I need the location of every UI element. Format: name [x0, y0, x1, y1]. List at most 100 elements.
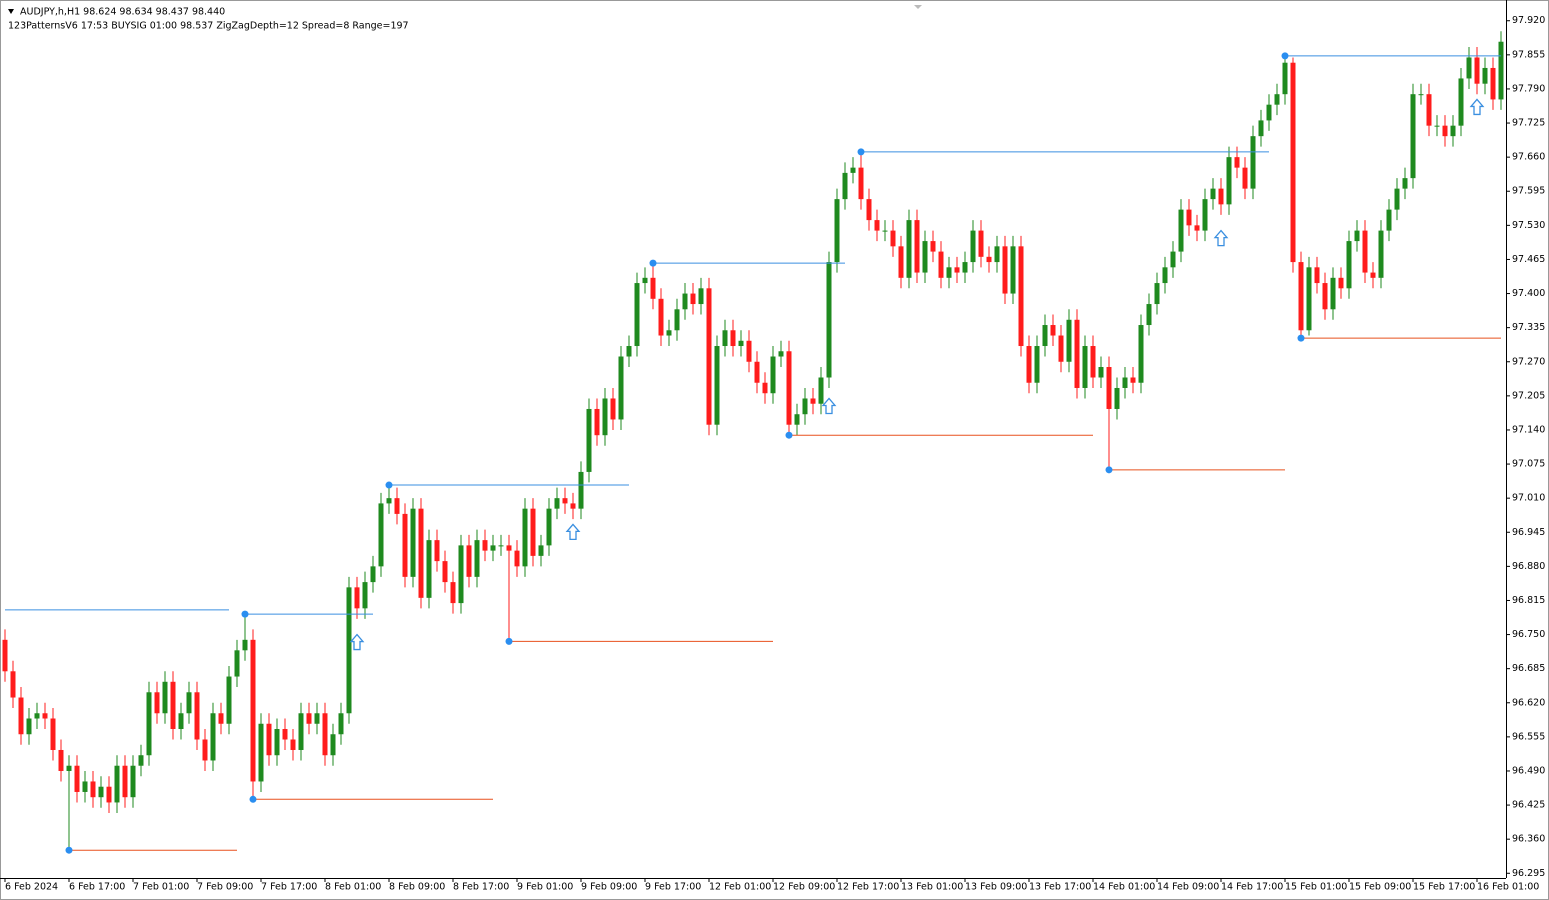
candle-body: [442, 561, 448, 583]
candle-body: [82, 781, 88, 792]
candle-body: [1154, 283, 1160, 305]
candle-body: [794, 414, 800, 425]
x-tick-label: 9 Feb 09:00: [581, 882, 637, 893]
y-tick-label: 97.660: [1512, 152, 1545, 163]
y-tick-label: 97.335: [1512, 322, 1545, 333]
candle-body: [466, 545, 472, 577]
candle-body: [602, 398, 608, 436]
y-tick-label: 97.400: [1512, 288, 1545, 299]
candle-body: [634, 283, 640, 347]
zigzag-point: [785, 431, 793, 439]
candle-body: [594, 408, 600, 436]
candle-body: [842, 172, 848, 200]
candle-body: [1090, 346, 1096, 378]
candle-body: [1242, 167, 1248, 189]
x-tick-label: 7 Feb 17:00: [261, 882, 317, 893]
y-tick-label: 97.010: [1512, 493, 1545, 504]
candle-body: [1266, 104, 1272, 121]
y-tick-label: 97.140: [1512, 424, 1545, 435]
candle-body: [306, 713, 312, 724]
candle-body: [562, 498, 568, 504]
candle-body: [1026, 346, 1032, 383]
candle-body: [1146, 304, 1152, 326]
candle-body: [1338, 277, 1344, 289]
x-tick-label: 8 Feb 09:00: [389, 882, 445, 893]
candle-body: [554, 498, 560, 509]
candle-body: [354, 587, 360, 609]
candle-body: [1490, 67, 1496, 100]
candle-body: [1410, 94, 1416, 179]
candle-body: [1058, 335, 1064, 362]
candle-body: [1498, 41, 1504, 100]
y-tick-label: 96.360: [1512, 834, 1545, 845]
candle-body: [178, 713, 184, 730]
candle-body: [274, 729, 280, 756]
y-tick-label: 96.425: [1512, 800, 1545, 811]
candle-body: [1274, 94, 1280, 105]
candle-body: [1106, 367, 1112, 409]
x-tick-label: 12 Feb 09:00: [773, 882, 835, 893]
candle-body: [1434, 125, 1440, 127]
y-tick-label: 96.685: [1512, 663, 1545, 674]
candle-body: [218, 713, 224, 724]
candle-body: [882, 230, 888, 232]
candle-body: [802, 398, 808, 415]
candle-body: [626, 346, 632, 357]
y-tick-label: 97.790: [1512, 83, 1545, 94]
candle-body: [994, 246, 1000, 263]
candle-body: [1346, 241, 1352, 289]
candle-body: [1066, 319, 1072, 362]
candle-body: [1378, 230, 1384, 278]
candle-body: [1122, 377, 1128, 388]
candle-body: [962, 262, 968, 273]
candle-body: [1074, 319, 1080, 388]
y-tick-label: 96.945: [1512, 527, 1545, 538]
candle-body: [162, 681, 168, 714]
candle-body: [50, 718, 56, 750]
candle-body: [1354, 230, 1360, 242]
candle-body: [538, 545, 544, 556]
candle-body: [330, 734, 336, 756]
candle-body: [234, 650, 240, 677]
y-tick-label: 97.855: [1512, 49, 1545, 60]
candle-body: [202, 739, 208, 761]
x-tick-label: 6 Feb 2024: [5, 882, 58, 893]
candle-body: [922, 241, 928, 273]
candle-body: [1402, 178, 1408, 189]
x-tick-label: 12 Feb 01:00: [709, 882, 771, 893]
y-tick-label: 96.620: [1512, 697, 1545, 708]
x-tick-label: 12 Feb 17:00: [837, 882, 899, 893]
candle-body: [578, 471, 584, 509]
zigzag-point: [385, 481, 393, 489]
zigzag-point: [1297, 334, 1305, 342]
candle-body: [394, 498, 400, 514]
y-tick-label: 97.595: [1512, 186, 1545, 197]
candle-body: [866, 199, 872, 221]
x-tick-label: 7 Feb 09:00: [197, 882, 253, 893]
x-tick-label: 9 Feb 01:00: [517, 882, 573, 893]
header-icon: [8, 9, 14, 14]
candle-body: [834, 199, 840, 263]
candle-body: [242, 639, 248, 651]
candle-body: [666, 330, 672, 336]
candle-body: [114, 765, 120, 803]
candle-body: [1482, 67, 1488, 84]
candle-body: [490, 545, 496, 551]
candle-body: [1466, 57, 1472, 79]
candle-body: [98, 786, 104, 798]
candle-body: [642, 277, 648, 284]
y-tick-label: 96.295: [1512, 868, 1545, 879]
candle-body: [898, 246, 904, 278]
buy-signal-arrow: [821, 397, 837, 415]
y-tick-label: 96.880: [1512, 561, 1545, 572]
x-tick-label: 15 Feb 17:00: [1413, 882, 1475, 893]
zigzag-point: [649, 259, 657, 267]
candle-body: [770, 356, 776, 394]
candle-body: [1362, 230, 1368, 273]
candle-body: [138, 755, 144, 766]
candle-body: [850, 167, 856, 173]
candle-body: [1298, 262, 1304, 331]
candle-body: [1098, 367, 1104, 378]
